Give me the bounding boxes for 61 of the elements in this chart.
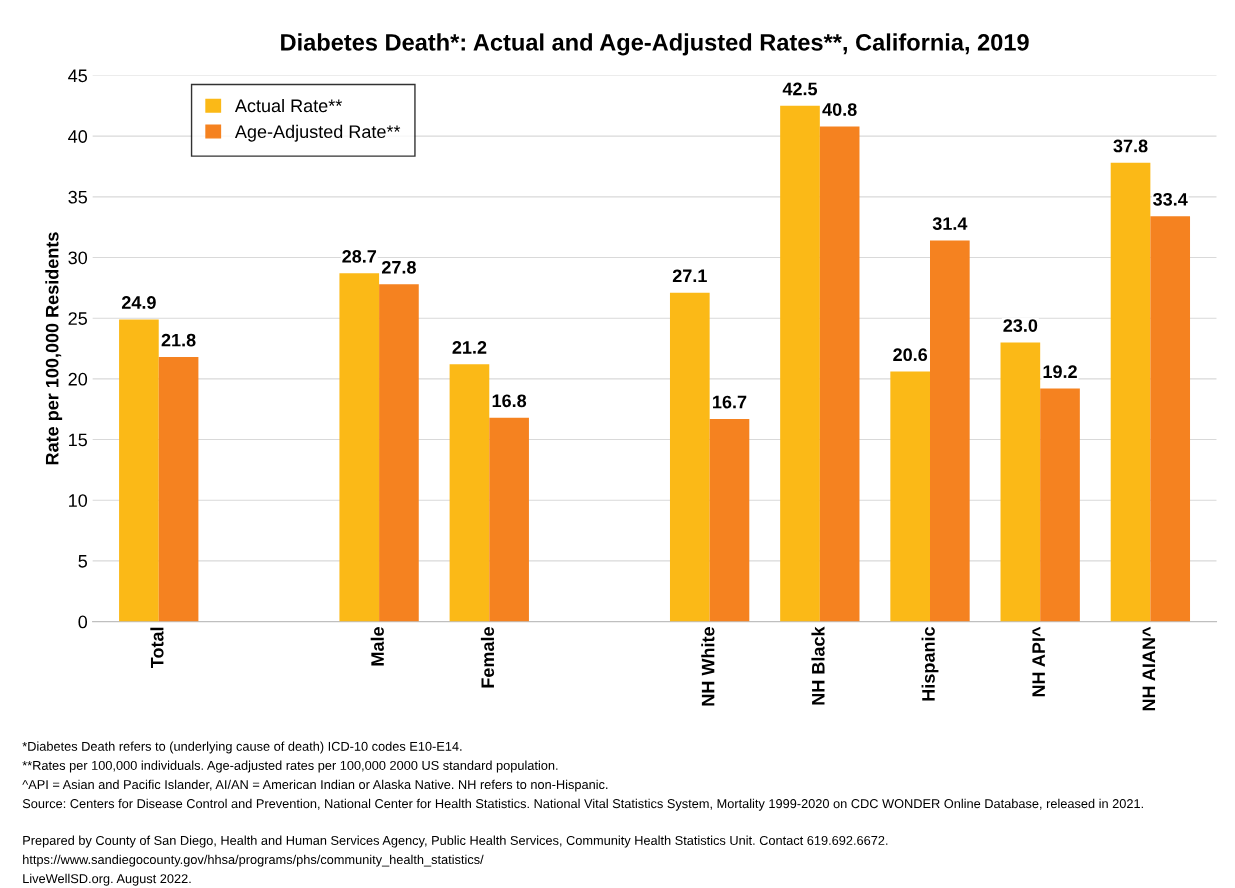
bar — [709, 418, 750, 622]
data-label: 31.4 — [932, 217, 968, 231]
text: https://www.sandiegocounty.gov/hhsa/programs/phs/community_health_statistics/ — [23, 854, 484, 867]
y-tick-label: 5 — [78, 555, 88, 568]
data-label: 33.4 — [1153, 192, 1188, 206]
bar — [339, 273, 380, 622]
x-tick-label: NH White — [701, 627, 715, 706]
y-tick-label: 40 — [68, 130, 88, 143]
data-label: 42.5 — [782, 82, 818, 96]
data-label: 27.1 — [672, 269, 707, 283]
data-label: 27.8 — [381, 260, 416, 274]
x-tick-label: NH Black — [811, 626, 825, 705]
y-tick-label: 10 — [69, 494, 88, 507]
bar — [489, 417, 529, 622]
data-label: 16.8 — [492, 394, 527, 408]
bar — [1150, 216, 1191, 622]
bar — [158, 357, 199, 622]
x-tick-label: Total — [150, 627, 164, 669]
bar — [1040, 388, 1080, 622]
bar — [379, 284, 419, 622]
x-tick-label: Hispanic — [921, 626, 939, 701]
bar — [119, 319, 159, 622]
y-tick-label: 45 — [68, 69, 88, 83]
y-tick-label: 35 — [68, 190, 88, 204]
source-note: Source: Centers for Disease Control and Prevention, National Center for Health Statistics. National Vital Statistics System, Mortality 1999-2020 on CDC WONDER Online Database, released in 2021. — [22, 798, 1143, 811]
bar — [1000, 342, 1041, 622]
bar — [930, 240, 970, 622]
x-tick-label: NH API^ — [1032, 626, 1045, 697]
y-axis-title: Rate per 100,000 Residents — [45, 232, 63, 465]
data-label: 24.9 — [121, 296, 156, 309]
text: Prepared by County of San Diego, Health and Human Services Agency, Public Health Services, Community Health Statistics Unit. Contact 619.692.6672. — [23, 835, 888, 848]
y-tick-label: 15 — [69, 433, 88, 447]
legend-label: Actual Rate** — [234, 98, 342, 113]
bar — [780, 105, 820, 622]
data-label: 19.2 — [1043, 365, 1077, 379]
legend-label: Age-Adjusted Rate** — [234, 124, 401, 142]
data-label: 23.0 — [1003, 319, 1038, 332]
text: ^API = Asian and Pacific Islander, AI/AN = American Indian or Alaska Native. NH refers to non-Hispanic. — [22, 779, 608, 792]
data-label: 20.6 — [893, 348, 928, 362]
x-tick-label: Female — [480, 627, 495, 688]
y-tick-label: 25 — [68, 312, 88, 325]
data-label: 21.2 — [452, 341, 487, 354]
data-label: 28.7 — [342, 250, 377, 263]
bar — [669, 292, 710, 622]
y-tick-label: 30 — [68, 251, 88, 265]
bar — [819, 126, 860, 622]
bar — [890, 371, 930, 622]
bar — [1110, 162, 1151, 622]
y-tick-label: 0 — [78, 615, 88, 629]
data-label: 37.8 — [1113, 139, 1148, 153]
text: *Diabetes Death refers to (underlying cause of death) ICD-10 codes E10-E14. — [22, 741, 462, 754]
text: **Rates per 100,000 individuals. Age-adjusted rates per 100,000 2000 US standard population. — [22, 760, 558, 773]
x-tick-label: Male — [370, 627, 384, 666]
bar — [449, 364, 490, 622]
y-tick-label: 20 — [68, 372, 88, 386]
chart-title: Diabetes Death*: Actual and Age-Adjusted Rates**, California, 2019 — [281, 33, 1029, 56]
text: LiveWellSD.org. August 2022. — [23, 873, 191, 886]
data-label: 16.7 — [713, 395, 747, 409]
data-label: 40.8 — [822, 103, 857, 116]
x-tick-label: NH AIAN^ — [1142, 626, 1156, 711]
data-label: 21.8 — [161, 333, 196, 347]
